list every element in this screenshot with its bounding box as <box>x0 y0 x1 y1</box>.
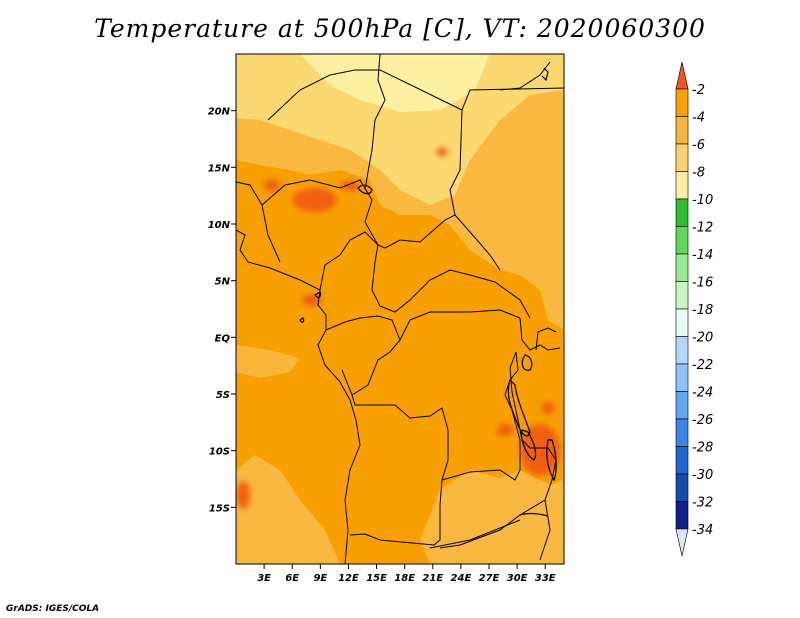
map-title: Temperature at 500hPa [C], VT: 202006030… <box>94 14 706 43</box>
lon-tick-label: 6E <box>285 573 299 584</box>
lon-tick-label: 12E <box>338 573 359 584</box>
lon-tick-label: 21E <box>422 573 443 584</box>
legend-bottom-arrow <box>675 528 689 557</box>
legend-label: -14 <box>692 248 713 263</box>
band-6-8-west-strip <box>236 345 300 378</box>
legend-label: -6 <box>692 138 705 153</box>
lat-tick-label: EQ <box>215 333 231 344</box>
legend-swatch <box>675 308 689 337</box>
legend-label: -20 <box>692 331 713 346</box>
band-6-8-south <box>420 470 564 564</box>
legend-label: -2 <box>692 83 705 98</box>
legend-label: -22 <box>692 358 713 373</box>
legend-swatch <box>675 336 689 365</box>
lon-tick-label: 30E <box>507 573 528 584</box>
legend-label: -18 <box>692 303 713 318</box>
lat-tick-label: 10S <box>209 447 230 458</box>
legend-label: -24 <box>692 386 713 401</box>
grads-credit: GrADS: IGES/COLA <box>6 604 100 614</box>
legend-label: -32 <box>692 496 713 511</box>
legend-label: -26 <box>692 413 713 428</box>
latitude-axis: 20N 15N 10N 5N EQ 5S 10S 15S <box>208 107 236 514</box>
lon-tick-label: 33E <box>535 573 556 584</box>
legend-swatch <box>675 501 689 530</box>
lat-tick-label: 20N <box>208 107 231 118</box>
temperature-fill <box>236 54 564 564</box>
legend-swatch <box>675 116 689 145</box>
lat-tick-label: 15N <box>208 163 231 174</box>
legend-top-arrow <box>675 61 689 90</box>
legend-label: -4 <box>692 111 705 126</box>
country-borders <box>236 54 564 564</box>
band-8-10-north <box>236 54 564 205</box>
legend-label: -34 <box>692 523 713 538</box>
lon-tick-label: 15E <box>366 573 387 584</box>
legend-label: -10 <box>692 193 713 208</box>
legend-label: -28 <box>692 441 713 456</box>
legend-label: -16 <box>692 276 713 291</box>
legend-label: -8 <box>692 166 705 181</box>
lakes-and-coast <box>299 67 557 517</box>
lon-tick-label: 27E <box>479 573 500 584</box>
legend-swatch <box>675 418 689 447</box>
lon-tick-label: 24E <box>451 573 472 584</box>
band-6-8-southwest <box>236 455 340 564</box>
legend-swatch <box>675 226 689 255</box>
legend-swatch <box>675 88 689 117</box>
lat-tick-label: 15S <box>209 503 230 514</box>
legend-swatch <box>675 391 689 420</box>
longitude-axis: 3E 6E 9E 12E 15E 18E 21E 24E 27E 30E 33E <box>257 564 556 584</box>
legend-swatch <box>675 446 689 475</box>
lat-tick-label: 5N <box>215 277 231 288</box>
legend-swatch <box>675 198 689 227</box>
legend-swatch <box>675 143 689 172</box>
legend-swatch <box>675 473 689 502</box>
legend-label: -12 <box>692 221 713 236</box>
lon-tick-label: 3E <box>257 573 271 584</box>
lat-tick-label: 10N <box>208 220 231 231</box>
legend-label: -30 <box>692 468 713 483</box>
lon-tick-label: 9E <box>313 573 327 584</box>
legend-swatch <box>675 363 689 392</box>
legend-swatch <box>675 253 689 282</box>
lat-tick-label: 5S <box>216 390 230 401</box>
band-10-12-north <box>300 54 490 112</box>
map-frame <box>235 53 565 565</box>
legend-swatch <box>675 281 689 310</box>
legend-swatch <box>675 171 689 200</box>
lon-tick-label: 18E <box>394 573 415 584</box>
